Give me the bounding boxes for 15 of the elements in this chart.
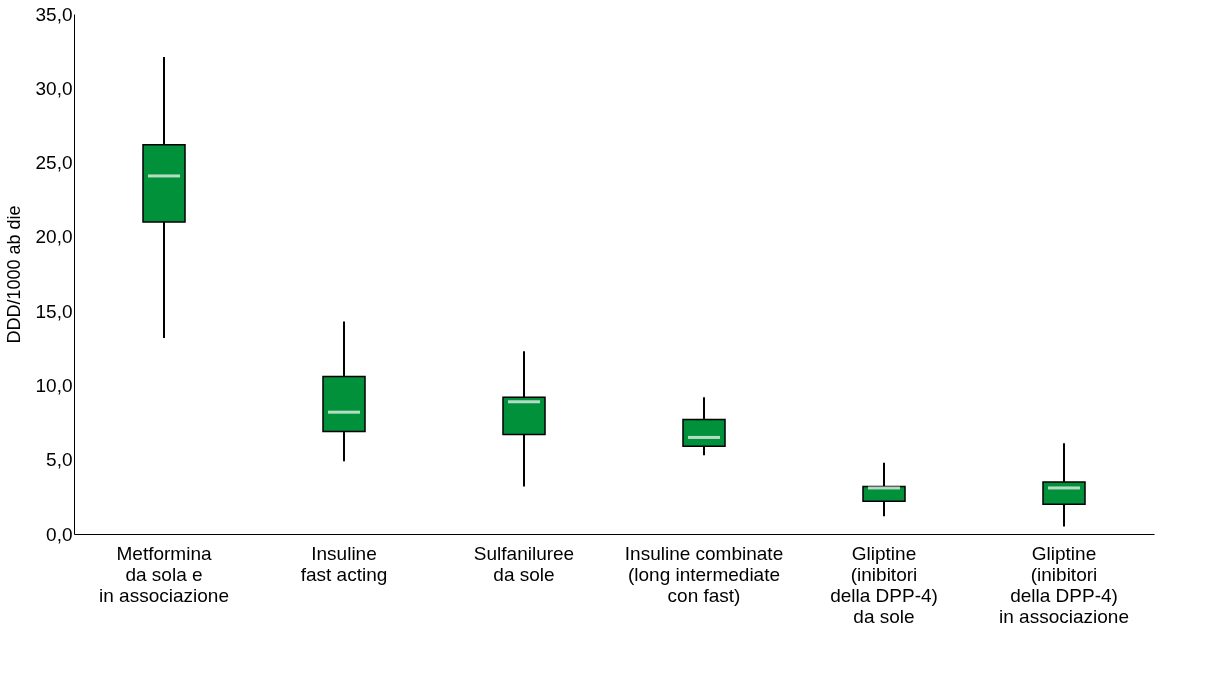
y-tick-label: 35,0 <box>35 3 73 25</box>
y-axis-title: DDD/1000 ab die <box>3 205 24 344</box>
y-tick-label: 5,0 <box>46 449 73 471</box>
y-tick-label: 20,0 <box>35 226 73 248</box>
y-tick-label: 15,0 <box>35 300 73 322</box>
x-tick-label: Metformina da sola e in associazione <box>99 542 229 606</box>
x-tick-label: Gliptine (inibitori della DPP-4) da sole <box>830 542 938 627</box>
y-tick-label: 10,0 <box>35 374 73 396</box>
x-tick-label: Sulfaniluree da sole <box>473 542 575 585</box>
y-tick-label: 30,0 <box>35 77 73 99</box>
x-tick-label: Insuline combinate (long intermediate con fast) <box>624 542 784 606</box>
y-tick-label: 0,0 <box>46 523 73 545</box>
x-tick-label: Insuline fast acting <box>300 542 388 585</box>
y-tick-label: 25,0 <box>35 152 73 174</box>
x-tick-label: Gliptine (inibitori della DPP-4) in associazione <box>999 542 1129 627</box>
